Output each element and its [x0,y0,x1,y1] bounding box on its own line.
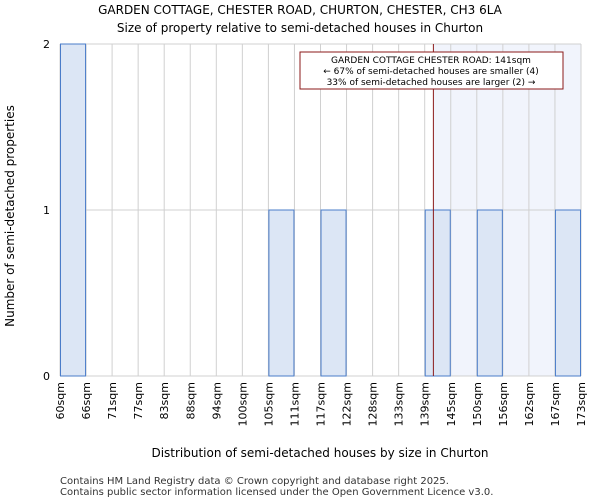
y-tick-label: 2 [43,38,50,51]
x-tick-label: 77sqm [132,382,145,419]
x-tick-label: 150sqm [471,382,484,426]
y-tick-labels: 0 1 2 [43,38,50,383]
x-tick-labels: 60sqm 66sqm 71sqm 77sqm 83sqm 88sqm 94sqm 100sq… [54,382,588,426]
bar [320,209,347,377]
x-tick-label: 167sqm [549,382,562,426]
annotation-line-2: ← 67% of semi-detached houses are smalle… [323,67,539,77]
x-tick-label: 60sqm [54,382,67,419]
annotation-line-1: GARDEN COTTAGE CHESTER ROAD: 141sqm [331,56,531,66]
x-tick-label: 173sqm [575,382,588,426]
y-tick-label: 0 [43,370,50,383]
annotation-frame [299,51,564,90]
bar [268,209,295,377]
x-tick-label: 111sqm [288,382,301,426]
x-tick-label: 94sqm [210,382,223,419]
x-tick-label: 145sqm [445,382,458,426]
bar [424,209,451,377]
x-tick-label: 133sqm [393,382,406,426]
x-tick-label: 117sqm [315,382,328,426]
x-tick-label: 156sqm [497,382,510,426]
bars-layer [60,43,582,377]
x-axis-label: Distribution of semi-detached houses by … [151,446,488,460]
x-tick-label: 66sqm [80,382,93,419]
y-tick-label: 1 [43,204,50,217]
x-tick-label: 122sqm [341,382,354,426]
x-tick-label: 88sqm [184,382,197,419]
y-axis-label: Number of semi-detached properties [3,105,17,327]
footer-line-1: Contains HM Land Registry data © Crown c… [60,476,449,487]
x-tick-label: 128sqm [367,382,380,426]
annotation-line-3: 33% of semi-detached houses are larger (… [327,78,536,88]
x-tick-label: 100sqm [236,382,249,426]
x-tick-label: 71sqm [106,382,119,419]
chart-title: GARDEN COTTAGE, CHESTER ROAD, CHURTON, C… [98,3,503,17]
x-tick-label: 83sqm [158,382,171,419]
chart-subtitle: Size of property relative to semi-detach… [117,21,483,35]
x-tick-label: 139sqm [419,382,432,426]
annotation-box: GARDEN COTTAGE CHESTER ROAD: 141sqm ← 67… [299,51,564,90]
bar [60,43,87,377]
x-tick-label: 162sqm [523,382,536,426]
footer-line-2: Contains public sector information licen… [60,487,493,498]
x-tick-label: 105sqm [262,382,275,426]
bar [554,209,582,377]
bar [476,209,503,377]
